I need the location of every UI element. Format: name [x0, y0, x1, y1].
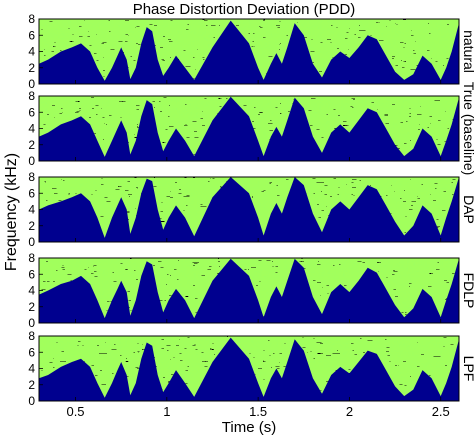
y-tick-label: 4 [28, 362, 35, 376]
y-tick-label: 2 [28, 300, 35, 314]
y-tick-label: 4 [28, 284, 35, 298]
y-tick-label: 4 [28, 122, 35, 136]
low-energy-region [39, 96, 459, 161]
y-tick-label: 2 [28, 219, 35, 233]
low-energy-region [39, 258, 459, 323]
y-tick-label: 8 [28, 329, 35, 343]
y-tick-label: 2 [28, 138, 35, 152]
y-tick-label: 2 [28, 378, 35, 392]
y-tick-label: 6 [28, 105, 35, 119]
y-tick-label: 0 [28, 77, 35, 91]
panel-label: natural [461, 30, 474, 73]
y-tick-label: 8 [28, 89, 35, 103]
y-tick-label: 6 [28, 28, 35, 42]
panel-label: True (baseline) [461, 82, 474, 176]
y-tick-label: 0 [28, 154, 35, 168]
panel-label: FDLP [461, 273, 474, 309]
y-tick-label: 4 [28, 203, 35, 217]
y-tick-label: 0 [28, 316, 35, 330]
panel-2: 0 2 4 6 8 True (baseline) [28, 82, 474, 176]
spectrogram-panels: 0 2 4 6 8 natural 0 2 4 6 8 True (baseline) 0 2 4 6 8 DAP… [28, 12, 474, 408]
panel-label: DAP [461, 195, 474, 224]
y-tick-label: 6 [28, 345, 35, 359]
x-tick-label: 2 [346, 404, 353, 419]
y-axis-label: Frequency (kHz) [3, 153, 20, 271]
y-tick-label: 8 [28, 12, 35, 26]
panel-label: LPF [461, 356, 474, 382]
y-tick-label: 8 [28, 251, 35, 265]
x-tick-label: 0.5 [66, 404, 84, 419]
y-tick-label: 0 [28, 235, 35, 249]
low-energy-region [39, 337, 459, 401]
low-energy-region [39, 20, 459, 85]
y-tick-label: 2 [28, 61, 35, 75]
x-tick-label: 2.5 [432, 404, 450, 419]
y-tick-label: 8 [28, 170, 35, 184]
y-tick-label: 6 [28, 267, 35, 281]
y-tick-label: 0 [28, 394, 35, 408]
panel-4: 0 2 4 6 8 FDLP [28, 251, 474, 330]
x-tick-label: 1.5 [249, 404, 267, 419]
panel-1: 0 2 4 6 8 natural [28, 12, 474, 91]
x-axis: 0.5 1 1.5 2 2.5 [66, 404, 449, 419]
y-tick-label: 6 [28, 186, 35, 200]
y-tick-label: 4 [28, 45, 35, 59]
x-tick-label: 1 [163, 404, 170, 419]
panel-5: 0 2 4 6 8 LPF [28, 329, 474, 408]
chart-title: Phase Distortion Deviation (PDD) [133, 1, 356, 18]
panel-3: 0 2 4 6 8 DAP [28, 170, 474, 249]
low-energy-region [39, 177, 459, 242]
x-axis-label: Time (s) [222, 419, 276, 436]
